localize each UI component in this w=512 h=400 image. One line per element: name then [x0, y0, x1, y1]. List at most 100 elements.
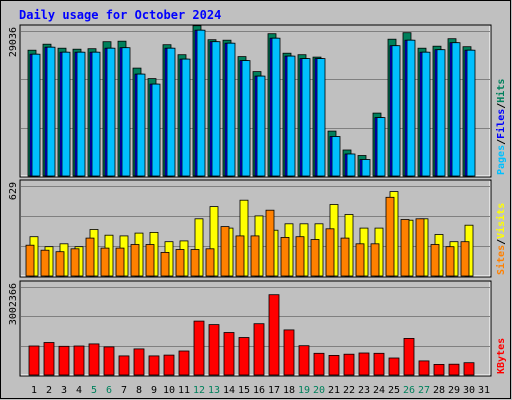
kbytes-bar-13: [208, 324, 220, 376]
legend-files: Files: [495, 109, 507, 139]
kbytes-bar-2: [43, 342, 55, 376]
pages-bar-1: [31, 53, 41, 177]
x-tick-label-25: 25: [388, 385, 400, 396]
x-tick-label-20: 20: [313, 385, 325, 396]
x-tick-label-31: 31: [478, 385, 490, 396]
pages-bar-3: [61, 51, 71, 177]
chart-title: Daily usage for October 2024: [19, 8, 221, 22]
legend-separator: /: [496, 139, 507, 145]
pages-bar-26: [406, 39, 416, 177]
kbytes-bar-17: [268, 294, 280, 376]
pages-bar-5: [91, 51, 101, 177]
pages-bar-22: [346, 153, 356, 177]
x-tick-label-14: 14: [223, 385, 235, 396]
kbytes-bar-27: [418, 360, 430, 376]
pages-bar-14: [226, 42, 236, 177]
sites-bar-2: [40, 249, 50, 277]
sites-bar-5: [85, 237, 95, 277]
kbytes-bar-11: [178, 350, 190, 376]
kbytes-bar-20: [313, 352, 325, 376]
legend-kbytes: KBytes: [496, 338, 507, 374]
x-tick-label-15: 15: [238, 385, 250, 396]
x-tick-label-4: 4: [76, 385, 82, 396]
x-tick-label-3: 3: [61, 385, 67, 396]
sites-bar-12: [190, 249, 200, 277]
sites-bar-18: [280, 236, 290, 277]
kbytes-bar-29: [448, 363, 460, 376]
kbytes-bar-21: [328, 354, 340, 376]
legend-separator: /: [496, 103, 507, 109]
kbytes-bar-9: [148, 355, 160, 376]
sites-bar-25: [385, 196, 395, 277]
pages-bar-28: [436, 49, 446, 177]
pages-bar-9: [151, 83, 161, 177]
sites-bar-20: [310, 239, 320, 277]
kbytes-bar-19: [298, 345, 310, 376]
pages-bar-7: [121, 47, 131, 177]
y-max-label-kbytes: 3002366: [8, 283, 19, 325]
sites-bar-16: [250, 235, 260, 277]
x-tick-label-21: 21: [328, 385, 340, 396]
sites-bar-28: [430, 244, 440, 277]
pages-bar-30: [466, 49, 476, 177]
y-max-label-hits: 29036: [8, 27, 19, 57]
x-tick-label-18: 18: [283, 385, 295, 396]
kbytes-bar-26: [403, 337, 415, 376]
kbytes-bar-4: [73, 345, 85, 376]
kbytes-bar-22: [343, 353, 355, 376]
legend-hits: Pages/Files/Hits: [495, 79, 507, 175]
sites-bar-27: [415, 218, 425, 277]
kbytes-bar-5: [88, 343, 100, 376]
y-max-label-visits: 629: [8, 182, 19, 200]
legend-hits: Hits: [495, 79, 507, 103]
legend-pages: Pages: [496, 145, 507, 175]
sites-bar-19: [295, 236, 305, 277]
x-axis-labels: 1 2 3 4 5 6 7 8 9 10 11 12 13 14 15 16 17 18 19 20 21 22 23 24 2…: [31, 385, 490, 396]
sites-bar-23: [355, 243, 365, 277]
x-tick-label-13: 13: [208, 385, 220, 396]
x-tick-label-5: 5: [91, 385, 97, 396]
x-tick-label-19: 19: [298, 385, 310, 396]
x-tick-label-16: 16: [253, 385, 265, 396]
x-tick-label-1: 1: [31, 385, 37, 396]
x-tick-label-7: 7: [121, 385, 127, 396]
x-tick-label-23: 23: [358, 385, 370, 396]
kbytes-bar-14: [223, 332, 235, 376]
pages-bar-10: [166, 47, 176, 177]
sites-bar-1: [25, 244, 35, 277]
pages-bar-20: [316, 58, 326, 177]
sites-bar-3: [55, 251, 65, 277]
x-tick-label-27: 27: [418, 385, 430, 396]
sites-bar-24: [370, 243, 380, 277]
pages-bar-13: [211, 41, 221, 177]
x-tick-label-17: 17: [268, 385, 280, 396]
pages-bar-6: [106, 47, 116, 177]
kbytes-bar-16: [253, 323, 265, 376]
kbytes-bar-23: [358, 352, 370, 376]
sites-bar-14: [220, 226, 230, 277]
pages-bar-18: [286, 55, 296, 177]
x-tick-label-30: 30: [463, 385, 475, 396]
sites-bar-29: [445, 246, 455, 277]
sites-bar-22: [340, 237, 350, 277]
x-tick-label-29: 29: [448, 385, 460, 396]
pages-bar-8: [136, 73, 146, 177]
panel-kbytes: 3002366 KBytes: [8, 280, 507, 377]
kbytes-bar-6: [103, 346, 115, 376]
kbytes-bar-24: [373, 352, 385, 376]
kbytes-bar-10: [163, 354, 175, 376]
kbytes-bar-15: [238, 337, 250, 376]
sites-bar-17: [265, 209, 275, 277]
pages-bar-25: [391, 45, 401, 177]
x-tick-label-26: 26: [403, 385, 415, 396]
x-tick-label-2: 2: [46, 385, 52, 396]
kbytes-bar-1: [28, 345, 40, 376]
sites-bar-9: [145, 244, 155, 277]
sites-bar-26: [400, 219, 410, 277]
sites-bar-8: [130, 244, 140, 277]
legend-separator: /: [496, 239, 507, 245]
pages-bar-29: [451, 42, 461, 177]
sites-bar-15: [235, 235, 245, 277]
sites-bar-10: [160, 251, 170, 277]
x-tick-label-11: 11: [178, 385, 190, 396]
